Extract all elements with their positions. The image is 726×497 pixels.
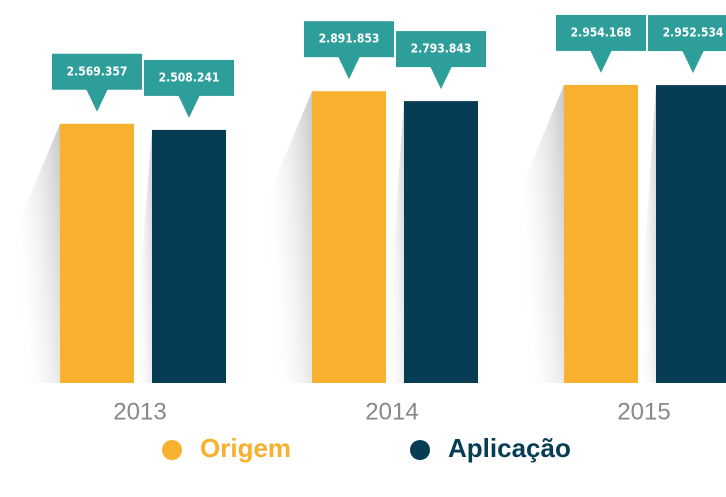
legend-marker: [162, 440, 182, 460]
value-label: 2.954.168: [571, 25, 632, 39]
legend-marker: [410, 440, 430, 460]
x-tick-label: 2015: [617, 398, 670, 425]
x-tick-label: 2013: [113, 398, 166, 425]
value-label-box: [648, 15, 726, 52]
value-label-box: [52, 53, 142, 90]
bar: [152, 129, 226, 383]
bar-shadow: [514, 84, 564, 384]
legend-label: Origem: [200, 433, 291, 463]
bar: [404, 101, 478, 383]
value-label-pointer: [86, 88, 108, 112]
bar: [564, 84, 638, 384]
x-tick-label: 2014: [365, 398, 418, 425]
bar-shadow: [132, 129, 152, 383]
legend-label: Aplicação: [448, 433, 571, 463]
value-label-box: [396, 31, 486, 68]
value-label-box: [556, 14, 646, 51]
bar-shadow: [10, 123, 60, 383]
value-label: 2.891.853: [319, 32, 380, 46]
bar-shadow: [262, 91, 312, 383]
value-label-box: [304, 21, 394, 58]
value-label-pointer: [178, 94, 200, 118]
bar: [656, 85, 726, 383]
value-label: 2.952.534: [663, 26, 724, 40]
value-label: 2.793.843: [411, 42, 472, 56]
value-label-pointer: [590, 49, 612, 73]
bar-shadow: [636, 85, 656, 383]
value-label-pointer: [338, 56, 360, 80]
value-label-pointer: [682, 50, 704, 74]
value-label-box: [144, 59, 234, 96]
value-label-pointer: [430, 66, 452, 90]
bar-shadow: [384, 101, 404, 383]
bar: [60, 123, 134, 383]
bar: [312, 91, 386, 383]
value-label: 2.508.241: [159, 70, 220, 84]
value-label: 2.569.357: [67, 64, 128, 78]
